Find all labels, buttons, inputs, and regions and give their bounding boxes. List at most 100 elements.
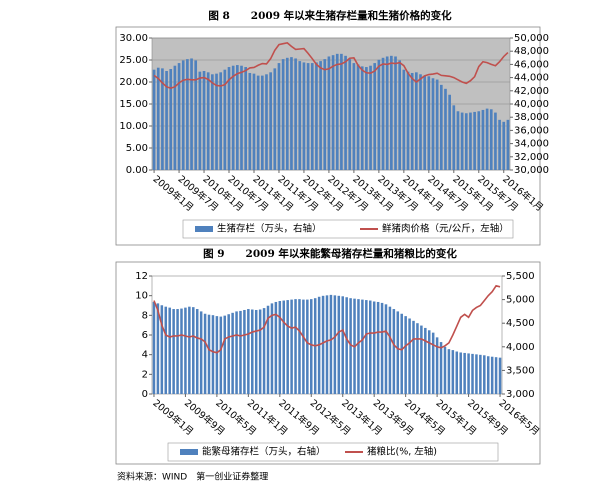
- bar: [483, 355, 486, 394]
- y2-tick-label: 50,000: [514, 33, 549, 44]
- bar: [327, 56, 331, 171]
- bar: [427, 330, 431, 394]
- bar: [494, 112, 497, 170]
- y2-tick-label: 34,000: [514, 139, 549, 150]
- bar: [198, 71, 202, 170]
- bar: [184, 307, 187, 394]
- y-tick-label: 0: [142, 389, 148, 400]
- bar: [469, 112, 472, 170]
- bar: [306, 299, 309, 394]
- bar: [463, 352, 466, 394]
- bar: [471, 353, 474, 394]
- bar: [278, 301, 282, 394]
- bar: [331, 55, 335, 170]
- bar: [269, 72, 272, 170]
- bar: [223, 69, 227, 170]
- bar: [173, 65, 177, 170]
- bar: [344, 55, 347, 170]
- y2-tick-label: 42,000: [514, 86, 549, 97]
- y2-tick-label: 3,500: [506, 365, 535, 376]
- bar: [172, 309, 175, 394]
- bar: [302, 299, 305, 394]
- y-tick-label: 0.00: [126, 165, 148, 176]
- bar: [199, 311, 203, 394]
- line: [153, 41, 509, 89]
- y2-tick-label: 3,000: [506, 389, 535, 400]
- bar: [294, 299, 297, 394]
- bar: [435, 79, 439, 170]
- bar: [365, 300, 368, 394]
- bar: [489, 109, 493, 170]
- bar: [215, 73, 218, 170]
- bar: [256, 75, 260, 170]
- bar: [239, 310, 242, 394]
- bar: [181, 60, 185, 170]
- bar: [416, 323, 419, 394]
- bar: [369, 300, 372, 394]
- bar: [424, 327, 427, 394]
- bar: [412, 320, 415, 394]
- y2-tick-label: 46,000: [514, 59, 549, 70]
- bar: [498, 357, 502, 394]
- bar: [270, 303, 274, 394]
- y-tick-label: 15.00: [119, 99, 148, 110]
- bar: [274, 301, 278, 394]
- bar: [373, 63, 377, 170]
- chart-title: 图 9 2009 年以来能繁母猪存栏量和猪粮比的变化: [203, 247, 457, 260]
- y-tick-label: 30.00: [119, 33, 148, 44]
- bar: [408, 318, 411, 394]
- bar: [352, 63, 356, 170]
- bar: [443, 346, 447, 394]
- bar: [231, 312, 234, 394]
- bar: [348, 59, 352, 171]
- bar: [435, 337, 439, 394]
- bar: [451, 350, 455, 394]
- bar: [377, 59, 381, 170]
- bar: [341, 296, 344, 394]
- bar: [329, 294, 333, 394]
- bar: [467, 353, 470, 394]
- bar: [349, 298, 352, 394]
- legend-swatch: [195, 226, 213, 232]
- bar: [290, 299, 293, 394]
- y-tick-label: 10.00: [119, 121, 148, 132]
- bar: [315, 62, 318, 170]
- bar: [207, 314, 211, 394]
- bar: [452, 105, 456, 170]
- bar: [392, 309, 396, 394]
- bar: [282, 300, 285, 394]
- bar: [298, 299, 301, 394]
- bar: [290, 57, 293, 170]
- bar: [502, 121, 506, 170]
- bar: [448, 94, 451, 170]
- bar: [235, 311, 238, 394]
- bar: [498, 119, 501, 170]
- y2-tick-label: 30,000: [514, 165, 549, 176]
- bar: [404, 316, 407, 394]
- bar: [357, 299, 360, 394]
- bar: [423, 75, 426, 170]
- bar: [439, 342, 443, 394]
- bar: [306, 63, 310, 170]
- bar: [455, 351, 459, 394]
- y2-tick-label: 36,000: [514, 125, 549, 136]
- bar: [156, 303, 160, 394]
- bar: [360, 66, 364, 170]
- bar: [485, 108, 489, 170]
- bar: [180, 308, 183, 394]
- bar: [152, 301, 156, 394]
- bar: [481, 109, 485, 170]
- y-tick-label: 4: [142, 350, 148, 361]
- bar: [410, 72, 414, 170]
- bar: [460, 112, 464, 170]
- bar: [398, 60, 402, 170]
- bar: [294, 58, 297, 170]
- bar: [447, 349, 451, 394]
- y-tick-label: 5.00: [126, 143, 148, 154]
- bar: [376, 301, 380, 394]
- bar: [402, 69, 406, 170]
- source-note: 资料来源：WIND 第一创业证券整理: [117, 471, 268, 483]
- bar: [372, 301, 376, 394]
- bar: [227, 67, 231, 170]
- bar: [302, 62, 306, 170]
